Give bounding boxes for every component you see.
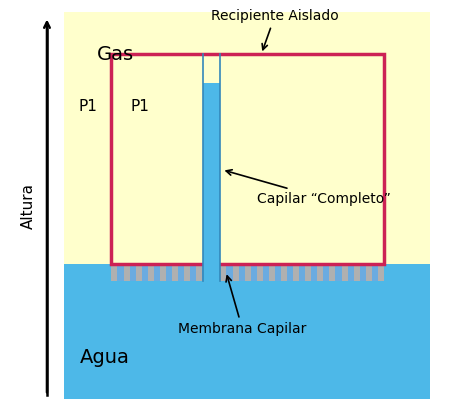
Bar — [117, 262, 123, 281]
Bar — [323, 262, 329, 281]
Bar — [298, 262, 304, 281]
Text: Recipiente Aislado: Recipiente Aislado — [211, 9, 338, 50]
Bar — [286, 262, 292, 281]
Bar — [274, 262, 280, 281]
Bar — [226, 262, 232, 281]
Bar — [202, 262, 208, 281]
Bar — [371, 262, 377, 281]
Bar — [153, 262, 160, 281]
Text: Gas: Gas — [97, 45, 134, 64]
Bar — [359, 262, 365, 281]
Bar — [190, 262, 196, 281]
Bar — [238, 262, 244, 281]
Bar — [250, 262, 256, 281]
Bar — [129, 262, 135, 281]
Bar — [63, 12, 429, 399]
Bar — [347, 262, 353, 281]
Bar — [141, 262, 147, 281]
Text: P1: P1 — [78, 99, 97, 114]
Bar — [63, 264, 429, 399]
Bar — [214, 262, 220, 281]
Bar — [111, 54, 383, 264]
Text: Membrana Capilar: Membrana Capilar — [178, 276, 306, 337]
Bar — [262, 262, 269, 281]
Bar — [111, 262, 383, 281]
Text: Capilar “Completo”: Capilar “Completo” — [226, 170, 390, 206]
Bar — [166, 262, 172, 281]
Bar — [335, 262, 341, 281]
Text: P1: P1 — [130, 99, 149, 114]
Text: Agua: Agua — [80, 348, 130, 367]
Bar — [202, 83, 219, 281]
Text: Altura: Altura — [21, 183, 36, 229]
Bar — [311, 262, 317, 281]
Bar — [178, 262, 184, 281]
